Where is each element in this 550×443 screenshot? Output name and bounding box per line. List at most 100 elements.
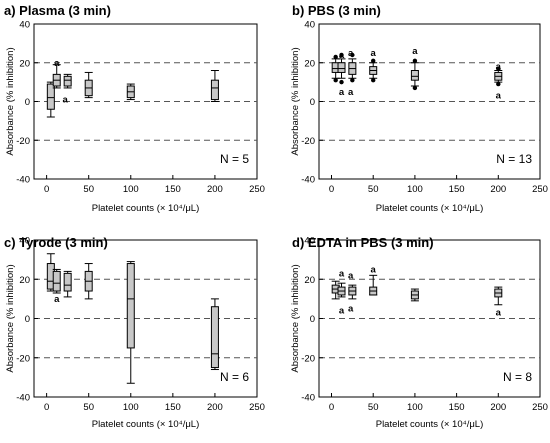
x-tick-label: 150 [449, 402, 465, 413]
x-tick-label: 200 [490, 184, 506, 195]
x-tick-label: 50 [83, 184, 94, 195]
box-plot [410, 62, 419, 87]
y-tick-label: 20 [304, 275, 315, 286]
panel-title: d) EDTA in PBS (3 min) [292, 235, 434, 250]
n-label: N = 6 [220, 370, 249, 384]
y-tick-label: 40 [19, 236, 30, 247]
significance-letter: a [371, 48, 377, 59]
x-tick-label: 0 [329, 402, 334, 413]
box-plot [46, 81, 55, 118]
significance-letter: a [62, 95, 68, 106]
outlier-point [371, 77, 376, 83]
y-tick-label: 40 [19, 20, 30, 31]
y-tick-label: 20 [19, 58, 30, 69]
y-tick-label: -40 [16, 393, 30, 404]
box-plot [494, 286, 503, 306]
box-plot [210, 70, 219, 102]
significance-letter: a [339, 50, 345, 61]
significance-letter: a [348, 270, 354, 281]
x-tick-label: 0 [44, 184, 49, 195]
outlier-point [496, 81, 501, 87]
x-axis-title: Platelet counts (× 10⁴/μL) [376, 203, 484, 214]
box-plot [63, 73, 72, 89]
x-axis-title: Platelet counts (× 10⁴/μL) [376, 419, 484, 430]
x-tick-label: 100 [123, 402, 139, 413]
y-axis-title: Absorbance (% inhibition) [5, 264, 16, 372]
x-tick-label: 100 [123, 184, 139, 195]
panel-title: c) Tyrode (3 min) [4, 235, 108, 250]
outlier-point [333, 54, 338, 60]
y-tick-label: -40 [301, 393, 315, 404]
x-tick-label: 200 [207, 402, 223, 413]
y-axis-title: Absorbance (% inhibition) [290, 47, 301, 155]
box-plot [369, 274, 378, 296]
x-tick-label: 250 [532, 184, 548, 195]
significance-letter: a [348, 87, 354, 98]
box [46, 83, 55, 110]
outlier-point [350, 77, 355, 83]
y-tick-label: -20 [16, 136, 30, 147]
x-tick-label: 250 [249, 402, 265, 413]
x-tick-label: 150 [165, 184, 181, 195]
box [210, 79, 219, 101]
box-plot [337, 282, 346, 298]
significance-letter: a [339, 306, 345, 317]
panel-d: d) EDTA in PBS (3 min) -40 -20 0 20 40 0 50 100 1… [290, 235, 548, 430]
box [52, 270, 61, 292]
box-plot [410, 288, 419, 302]
significance-letter: a [496, 91, 502, 102]
x-tick-label: 50 [368, 402, 379, 413]
y-axis-title: Absorbance (% inhibition) [5, 47, 16, 155]
box-plot [126, 83, 135, 101]
box [337, 62, 346, 73]
significance-letter: a [371, 264, 377, 275]
significance-letter: a [54, 58, 60, 69]
y-tick-label: 40 [304, 20, 315, 31]
panel-a: a) Plasma (3 min) -40 -20 0 20 40 0 50 100 150 200… [4, 3, 265, 214]
panel-c: c) Tyrode (3 min) -40 -20 0 20 40 0 50 100 150 200… [4, 235, 265, 430]
outlier-point [496, 66, 501, 71]
outlier-point [412, 85, 418, 91]
x-tick-label: 250 [532, 402, 548, 413]
significance-letter: a [496, 62, 502, 73]
y-tick-label: -40 [16, 175, 30, 186]
significance-letter: a [54, 294, 60, 305]
x-tick-label: 150 [165, 402, 181, 413]
outlier-point [339, 52, 344, 58]
significance-letter: a [496, 308, 502, 319]
outlier-point [371, 58, 376, 64]
y-tick-label: 0 [25, 97, 30, 108]
y-tick-label: 40 [304, 236, 315, 247]
x-tick-label: 50 [83, 402, 94, 413]
y-tick-label: -20 [301, 136, 315, 147]
panel-title: a) Plasma (3 min) [4, 3, 111, 18]
significance-letter: a [348, 304, 354, 315]
y-tick-label: -20 [301, 353, 315, 364]
outlier-point [339, 79, 344, 85]
n-label: N = 5 [220, 152, 249, 166]
n-label: N = 8 [503, 370, 532, 384]
y-tick-label: -20 [16, 353, 30, 364]
box [210, 306, 219, 369]
x-tick-label: 150 [449, 184, 465, 195]
x-tick-label: 200 [490, 402, 506, 413]
box-plot [63, 270, 72, 298]
box-plot [84, 71, 93, 99]
x-tick-label: 250 [249, 184, 265, 195]
panel-title: b) PBS (3 min) [292, 3, 381, 18]
significance-letter: a [412, 46, 418, 57]
x-tick-label: 0 [44, 402, 49, 413]
box-plot [210, 298, 219, 371]
box-plot [337, 58, 346, 79]
outlier-point [333, 77, 338, 83]
n-label: N = 13 [496, 152, 532, 166]
box-plot [84, 263, 93, 300]
y-tick-label: 0 [25, 314, 30, 325]
box-plot [52, 268, 61, 294]
significance-letter: a [348, 48, 354, 59]
box [63, 75, 72, 87]
y-tick-label: 20 [304, 58, 315, 69]
outlier-point [412, 58, 418, 64]
box-plot [52, 64, 61, 89]
